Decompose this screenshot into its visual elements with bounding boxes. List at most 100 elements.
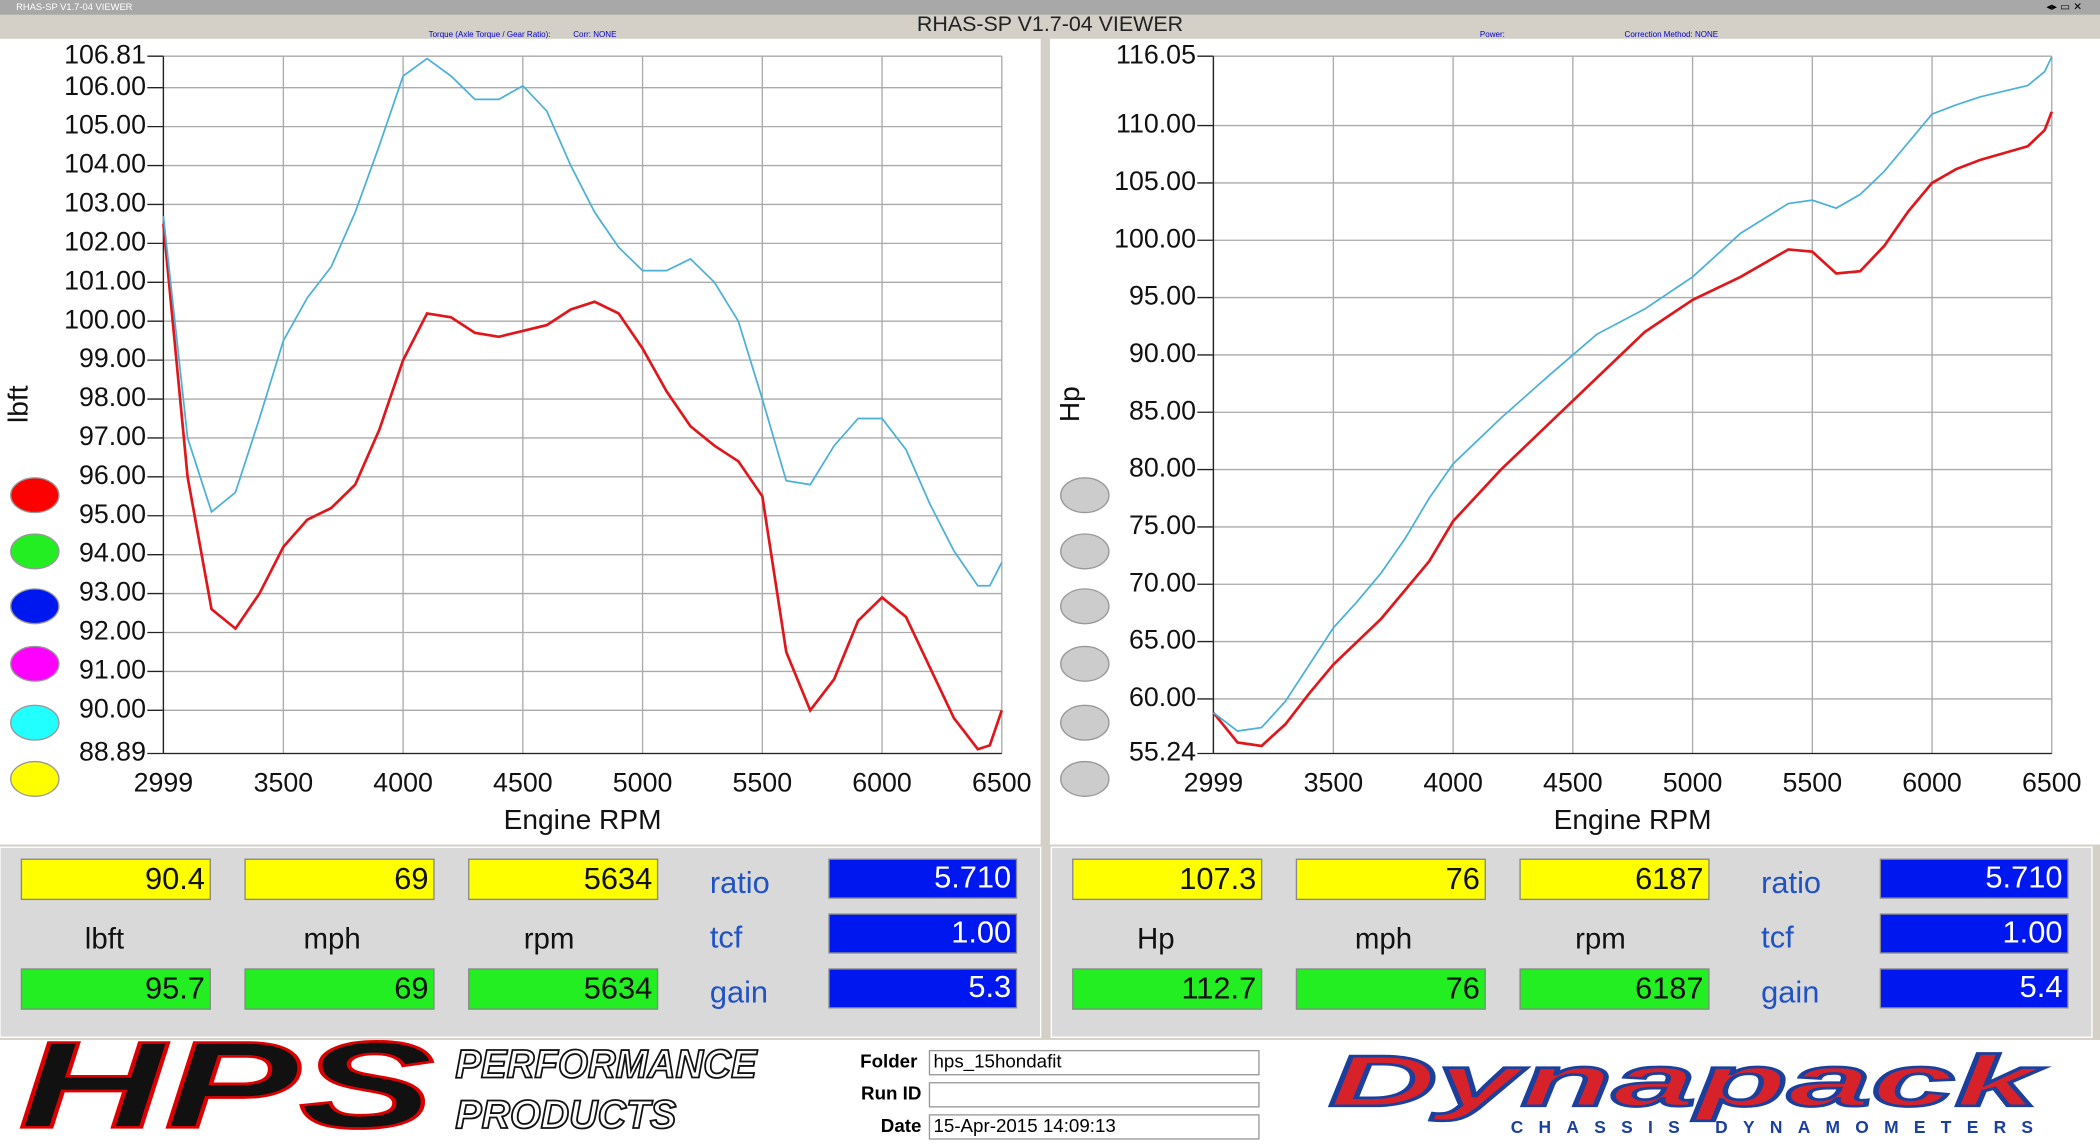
param-label: ratio	[1761, 865, 1821, 900]
legend-dot[interactable]	[10, 760, 60, 798]
window-title: RHAS-SP V1.7-04 VIEWER	[16, 2, 133, 12]
legend-dot[interactable]	[1060, 588, 1110, 625]
y-tick-label: 100.00	[64, 304, 146, 334]
readout-unit: Hp	[1137, 923, 1175, 956]
y-tick-label: 105.00	[64, 110, 146, 140]
readout-value: 69	[394, 971, 428, 1006]
y-tick-label: 70.00	[1129, 567, 1196, 597]
param-label: gain	[1761, 975, 1819, 1010]
legend-dot[interactable]	[10, 533, 60, 570]
y-tick-label: 88.89	[79, 737, 146, 767]
y-tick-label: 97.00	[79, 421, 146, 451]
field-label: Folder	[860, 1051, 917, 1072]
readout-value: 6187	[1635, 971, 1704, 1006]
x-tick-label: 4000	[373, 767, 433, 797]
y-tick-label: 104.00	[64, 149, 146, 179]
readout-box	[1519, 968, 1710, 1010]
x-tick-label: 5500	[733, 767, 793, 797]
field-box[interactable]	[928, 1049, 1260, 1076]
y-tick-label: 94.00	[79, 538, 146, 568]
y-tick-label: 106.00	[64, 71, 146, 101]
readout-value: 107.3	[1179, 861, 1256, 896]
legend-dot[interactable]	[1060, 645, 1110, 682]
param-box	[828, 968, 1018, 1009]
x-tick-label: 4500	[1543, 767, 1603, 797]
y-axis-label: lbft	[3, 385, 34, 423]
param-label: tcf	[1761, 920, 1794, 955]
legend-dot[interactable]	[10, 588, 60, 625]
x-tick-label: 4000	[1423, 767, 1483, 797]
y-tick-label: 92.00	[79, 616, 146, 646]
series-line	[1212, 111, 2054, 748]
logo-line: PERFORMANCE	[455, 1041, 757, 1086]
y-tick-label: 98.00	[79, 382, 146, 412]
x-tick-label: 6500	[2022, 767, 2082, 797]
readout-value: 95.7	[145, 971, 205, 1006]
brand-logo: Dynapack	[1329, 1042, 2047, 1122]
legend-dot[interactable]	[1060, 533, 1110, 570]
param-label: gain	[710, 975, 768, 1010]
y-tick-label: 100.00	[1114, 223, 1196, 253]
readout-box	[20, 858, 211, 901]
window-buttons[interactable]: ◂▸ ▭ ✕	[2046, 1, 2082, 13]
x-tick-label: 2999	[1184, 767, 1244, 797]
y-tick-label: 99.00	[79, 343, 146, 373]
y-tick-label: 116.05	[1116, 39, 1196, 69]
param-value: 1.00	[951, 914, 1011, 949]
legend-dot[interactable]	[10, 704, 60, 741]
chart-header: Power:	[1480, 30, 1505, 39]
param-value: 1.00	[2003, 914, 2063, 949]
readout-box	[1295, 968, 1486, 1010]
chart-panel	[1050, 38, 2100, 845]
field-box[interactable]	[928, 1082, 1260, 1108]
readout-box	[244, 858, 435, 901]
field-label: Date	[881, 1115, 922, 1136]
readout-unit: mph	[1355, 923, 1412, 956]
readout-value: 76	[1446, 971, 1480, 1006]
readout-value: 112.7	[1181, 971, 1256, 1006]
y-tick-label: 85.00	[1129, 395, 1196, 425]
param-value: 5.710	[1985, 859, 2062, 894]
x-tick-label: 5000	[613, 767, 673, 797]
x-tick-label: 3500	[254, 767, 314, 797]
x-tick-label: 4500	[493, 767, 553, 797]
chart-header: Corr: NONE	[573, 30, 616, 39]
chart-panel	[0, 38, 1041, 845]
param-value: 5.710	[934, 859, 1011, 894]
param-value: 5.4	[2020, 969, 2063, 1004]
param-label: tcf	[710, 920, 743, 955]
legend-dot[interactable]	[1060, 760, 1110, 798]
readout-box	[1072, 858, 1263, 901]
y-tick-label: 91.00	[79, 654, 146, 684]
field-box[interactable]	[928, 1114, 1260, 1140]
y-tick-label: 102.00	[64, 226, 146, 256]
x-axis-label: Engine RPM	[504, 804, 662, 835]
x-tick-label: 5000	[1663, 767, 1723, 797]
param-box	[828, 913, 1018, 954]
param-value: 5.3	[968, 969, 1011, 1004]
chart-header: Correction Method: NONE	[1625, 30, 1719, 39]
readout-value: 69	[394, 861, 428, 896]
hps-logo: HPS	[19, 1016, 434, 1147]
y-tick-label: 90.00	[1129, 338, 1196, 368]
readout-box	[1295, 858, 1486, 901]
readout-box	[468, 858, 659, 901]
y-tick-label: 105.00	[1114, 166, 1196, 196]
readout-value: 90.4	[145, 861, 205, 896]
legend-dot[interactable]	[10, 645, 60, 682]
y-tick-label: 93.00	[79, 577, 146, 607]
field-label: Run ID	[861, 1083, 921, 1104]
legend-dot[interactable]	[1060, 704, 1110, 741]
legend-dots	[10, 477, 1110, 798]
param-box	[1879, 968, 2069, 1009]
readout-unit: lbft	[85, 923, 124, 956]
legend-dot[interactable]	[1060, 477, 1110, 514]
y-tick-label: 55.24	[1129, 737, 1196, 767]
x-tick-label: 6500	[972, 767, 1032, 797]
legend-dot[interactable]	[10, 477, 60, 514]
y-tick-label: 60.00	[1129, 682, 1196, 712]
y-tick-label: 101.00	[64, 265, 146, 295]
param-box	[1879, 858, 2069, 899]
y-tick-label: 110.00	[1116, 109, 1196, 139]
x-axis-label: Engine RPM	[1554, 804, 1712, 835]
